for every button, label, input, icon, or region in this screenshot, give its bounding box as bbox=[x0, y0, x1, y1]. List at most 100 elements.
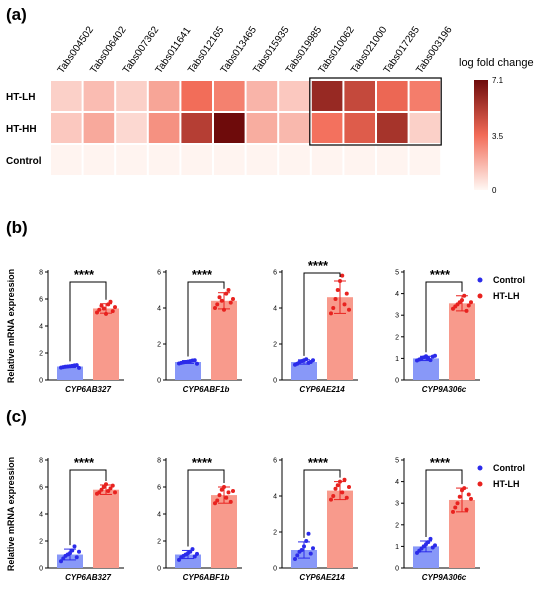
data-point bbox=[231, 297, 235, 301]
heatmap-cell bbox=[51, 113, 82, 143]
x-category-label: CYP9A306c bbox=[422, 385, 467, 394]
y-tick-label: 2 bbox=[395, 334, 399, 341]
heatmap-cell bbox=[279, 113, 310, 143]
data-point bbox=[59, 559, 63, 564]
legend-marker bbox=[477, 465, 483, 471]
y-tick-label: 4 bbox=[395, 291, 399, 298]
data-point bbox=[231, 489, 235, 494]
data-point bbox=[466, 492, 471, 497]
y-tick-label: 8 bbox=[39, 270, 43, 277]
heatmap-cell bbox=[214, 81, 245, 111]
data-point bbox=[347, 307, 351, 312]
y-tick-label: 2 bbox=[157, 342, 161, 349]
data-point bbox=[311, 546, 315, 551]
y-tick-label: 2 bbox=[273, 342, 277, 349]
y-tick-label: 8 bbox=[39, 458, 43, 465]
y-tick-label: 0 bbox=[273, 566, 277, 573]
panel-label-b: (b) bbox=[6, 218, 28, 237]
data-point bbox=[335, 483, 340, 488]
heatmap-cell bbox=[116, 81, 147, 111]
data-point bbox=[99, 303, 104, 308]
data-point bbox=[333, 486, 338, 491]
heatmap-row-label: HT-HH bbox=[6, 124, 37, 135]
data-point bbox=[95, 310, 99, 315]
heatmap-panel: Tabs004502Tabs006402Tabs007362Tabs011641… bbox=[6, 24, 534, 195]
data-point bbox=[347, 485, 351, 489]
data-point bbox=[302, 544, 306, 549]
y-tick-label: 4 bbox=[39, 324, 43, 331]
data-point bbox=[219, 298, 224, 303]
data-point bbox=[426, 540, 431, 545]
heatmap-cell bbox=[148, 113, 180, 143]
data-point bbox=[453, 505, 458, 510]
data-point bbox=[333, 297, 338, 301]
significance-bracket bbox=[187, 469, 225, 547]
bar-control bbox=[413, 358, 439, 380]
heatmap-cell bbox=[344, 145, 375, 175]
data-point bbox=[338, 279, 342, 283]
data-point bbox=[340, 490, 345, 495]
data-point bbox=[213, 501, 217, 506]
y-tick-label: 3 bbox=[395, 313, 399, 320]
data-point bbox=[331, 494, 336, 498]
data-point bbox=[226, 490, 231, 495]
data-point bbox=[228, 499, 233, 504]
heatmap-cell bbox=[214, 113, 245, 143]
y-tick-label: 0 bbox=[395, 378, 399, 385]
heatmap-cell bbox=[51, 145, 82, 175]
data-point bbox=[228, 300, 233, 305]
bar-control bbox=[57, 366, 83, 380]
data-point bbox=[70, 548, 75, 553]
data-point bbox=[190, 547, 195, 552]
y-axis-label: Relative mRNA expression bbox=[6, 457, 16, 571]
data-point bbox=[342, 477, 347, 482]
heatmap-cell bbox=[83, 113, 115, 143]
heatmap-cell bbox=[83, 145, 115, 175]
legend-label: Control bbox=[493, 463, 525, 473]
data-point bbox=[340, 273, 345, 278]
colorbar-title: log fold change bbox=[459, 57, 534, 69]
data-point bbox=[428, 536, 433, 541]
significance-label: **** bbox=[308, 258, 329, 273]
heatmap-cell bbox=[279, 145, 310, 175]
data-point bbox=[308, 551, 313, 556]
data-point bbox=[462, 486, 467, 491]
x-category-label: CYP6AE214 bbox=[299, 573, 345, 582]
data-point bbox=[455, 501, 460, 506]
data-point bbox=[217, 493, 222, 498]
data-point bbox=[344, 291, 349, 296]
heatmap-cell bbox=[181, 113, 212, 143]
data-point bbox=[61, 556, 66, 561]
y-tick-label: 6 bbox=[273, 458, 277, 465]
y-tick-label: 0 bbox=[157, 566, 161, 573]
bar-htlh bbox=[93, 308, 119, 380]
data-point bbox=[331, 306, 336, 310]
data-point bbox=[195, 361, 199, 366]
data-point bbox=[219, 487, 224, 492]
heatmap-row-label: HT-LH bbox=[6, 92, 35, 103]
significance-bracket bbox=[187, 281, 225, 357]
data-point bbox=[457, 494, 462, 499]
y-tick-label: 2 bbox=[395, 522, 399, 529]
legend-label: Control bbox=[493, 275, 525, 285]
data-point bbox=[433, 353, 437, 358]
heatmap-cell bbox=[116, 113, 147, 143]
data-point bbox=[113, 305, 117, 310]
bar-panel-c: Relative mRNA expression 0 2 4 6 8 **** CYP6AB3… bbox=[6, 455, 525, 582]
significance-label: **** bbox=[74, 267, 95, 282]
heatmap-cell bbox=[246, 145, 278, 175]
legend-marker bbox=[477, 277, 483, 283]
panel-label-a: (a) bbox=[6, 5, 27, 24]
colorbar-tick-label: 0 bbox=[492, 186, 497, 195]
heatmap-cell bbox=[83, 81, 115, 111]
data-point bbox=[97, 490, 102, 495]
y-tick-label: 6 bbox=[39, 485, 43, 492]
data-point bbox=[338, 479, 342, 484]
y-tick-label: 2 bbox=[39, 351, 43, 358]
data-point bbox=[77, 365, 81, 370]
data-point bbox=[306, 531, 311, 536]
data-point bbox=[192, 358, 197, 363]
data-point bbox=[177, 557, 181, 562]
legend-marker bbox=[477, 293, 483, 299]
legend-label: HT-LH bbox=[493, 479, 520, 489]
